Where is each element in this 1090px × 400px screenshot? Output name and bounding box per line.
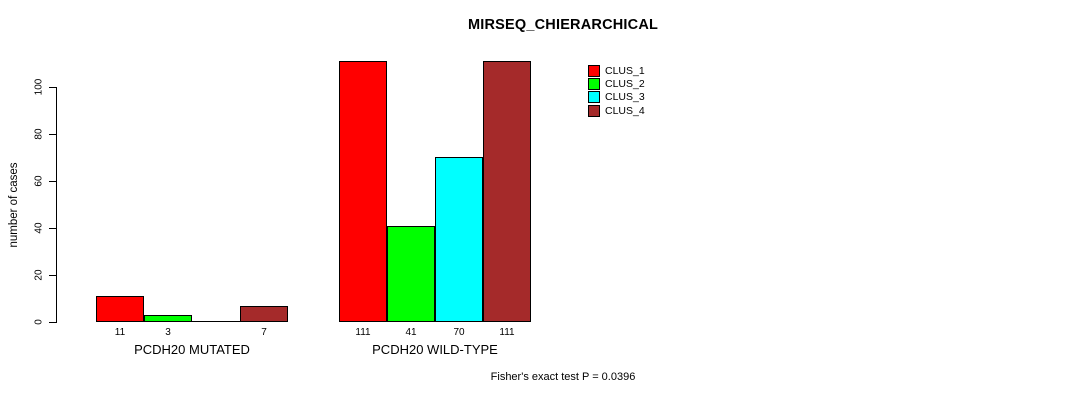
legend-label: CLUS_4 — [605, 104, 645, 117]
legend-swatch-clus_2 — [588, 78, 600, 91]
bar-clus_2 — [387, 226, 435, 322]
legend-item-clus_3: CLUS_3 — [588, 91, 645, 104]
y-axis-title: number of cases — [8, 162, 20, 248]
group-label: PCDH20 MUTATED — [134, 342, 250, 357]
y-tick-label: 60 — [33, 175, 45, 187]
legend-label: CLUS_1 — [605, 64, 645, 77]
legend-item-clus_1: CLUS_1 — [588, 64, 645, 77]
legend-label: CLUS_3 — [605, 91, 645, 104]
bar-clus_3 — [192, 321, 240, 322]
legend-item-clus_2: CLUS_2 — [588, 77, 645, 91]
bar-value-label: 111 — [499, 327, 515, 338]
bar-value-label: 11 — [114, 327, 126, 338]
bar-clus_1 — [339, 61, 387, 322]
bar-value-label: 70 — [453, 327, 465, 338]
bar-clus_2 — [144, 315, 192, 322]
y-tick-label: 20 — [33, 269, 45, 281]
y-tick-label: 40 — [33, 222, 45, 234]
legend-item-clus_4: CLUS_4 — [588, 104, 645, 117]
bar-clus_4 — [240, 306, 288, 322]
bar-clus_4 — [483, 61, 531, 322]
y-tick-mark — [49, 87, 56, 88]
annotation-pvalue: Fisher's exact test P = 0.0396 — [490, 371, 636, 383]
chart-title: MIRSEQ_CHIERARCHICAL — [467, 17, 659, 33]
y-tick-label: 100 — [33, 78, 45, 96]
bar-clus_3 — [435, 157, 483, 322]
y-tick-label: 80 — [33, 128, 45, 140]
legend: CLUS_1 CLUS_2 CLUS_3 CLUS_4 — [588, 64, 645, 118]
bar-value-label: 41 — [405, 327, 417, 338]
y-tick-mark — [49, 134, 56, 135]
legend-swatch-clus_4 — [588, 104, 600, 117]
legend-label: CLUS_2 — [605, 78, 645, 91]
legend-swatch-clus_3 — [588, 91, 600, 104]
y-tick-mark — [49, 322, 56, 323]
bar-value-label: 111 — [355, 327, 371, 338]
y-tick-mark — [49, 275, 56, 276]
y-tick-label: 0 — [33, 319, 45, 325]
group-label: PCDH20 WILD-TYPE — [372, 342, 498, 357]
y-tick-mark — [49, 181, 56, 182]
legend-swatch-clus_1 — [588, 64, 600, 77]
bar-clus_1 — [96, 296, 144, 322]
y-tick-mark — [49, 228, 56, 229]
y-axis-line — [56, 87, 57, 323]
bar-value-label: 7 — [261, 327, 267, 338]
bar-value-label: 3 — [165, 327, 171, 338]
